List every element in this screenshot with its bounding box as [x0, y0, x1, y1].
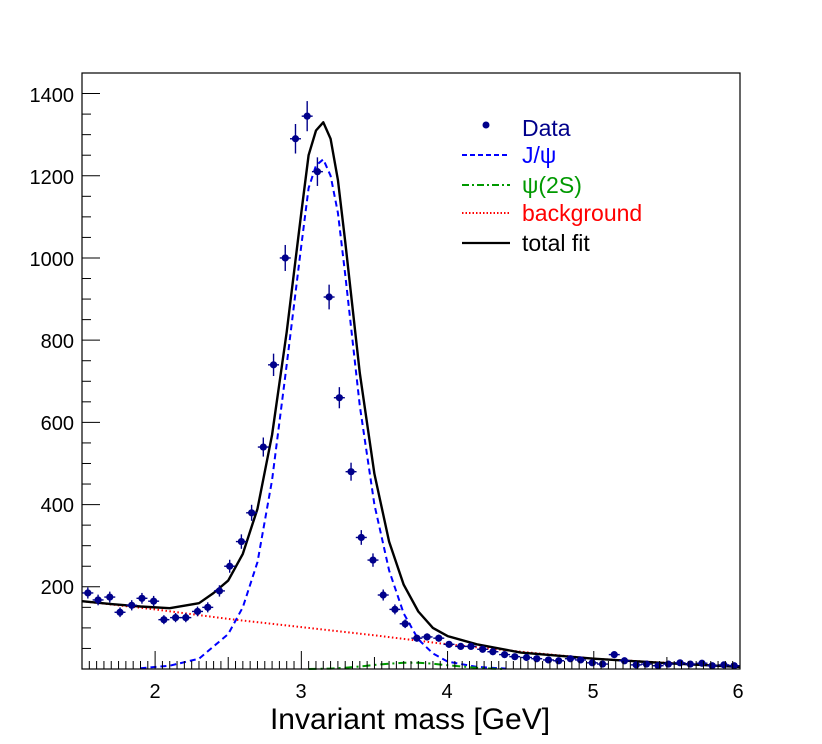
axis-ticks [82, 72, 734, 669]
data-point [193, 607, 202, 616]
y-tick-label: 800 [41, 331, 74, 353]
data-point [259, 443, 267, 451]
data-point [237, 537, 245, 546]
x-axis-tick-labels: 2 3 4 5 6 [149, 681, 743, 703]
data-point [226, 562, 234, 570]
data-point [347, 468, 355, 476]
data-point [215, 587, 224, 595]
data-point [511, 653, 519, 661]
data-point [248, 509, 256, 517]
y-tick-label: 1000 [30, 249, 75, 271]
data-point [479, 645, 487, 653]
data-point [620, 657, 629, 665]
legend-label-data: Data [522, 115, 571, 141]
data-point [391, 605, 399, 614]
data-point [116, 608, 124, 616]
data-point [84, 589, 92, 597]
data-point [642, 660, 651, 668]
data-point [577, 656, 585, 664]
data-point [171, 614, 180, 622]
data-point [489, 648, 497, 656]
data-point [632, 661, 640, 669]
data-point [708, 662, 716, 670]
data-point [182, 614, 190, 622]
data-point [269, 361, 278, 369]
data-point [281, 254, 289, 262]
data-point [369, 556, 377, 564]
data-point [401, 620, 409, 628]
legend-label-background: background [522, 200, 642, 226]
curve-j [140, 158, 507, 670]
data-point [457, 642, 465, 650]
data-point [357, 533, 365, 542]
data-point [664, 660, 672, 668]
y-tick-label: 200 [41, 577, 74, 599]
data-point [555, 657, 563, 665]
x-axis-title: Invariant mass [GeV] [270, 703, 550, 736]
legend-label-psi2s: ψ(2S) [522, 172, 582, 198]
data-point [445, 640, 453, 648]
data-point [423, 633, 431, 641]
data-point [654, 662, 662, 670]
y-tick-label: 1400 [30, 85, 75, 107]
data-point [533, 655, 541, 663]
y-tick-label: 1200 [30, 167, 75, 189]
data-point [94, 596, 102, 604]
data-point [686, 660, 694, 668]
data-point [138, 594, 146, 602]
data-point [106, 593, 114, 601]
y-tick-label: 600 [41, 413, 74, 435]
data-point [313, 168, 322, 176]
data-point [467, 642, 475, 650]
legend-data-marker [482, 121, 490, 129]
data-point [566, 655, 574, 663]
data-point [150, 597, 158, 605]
data-point [128, 601, 136, 609]
data-point [676, 659, 684, 667]
y-tick-label: 400 [41, 495, 74, 517]
x-tick-label: 3 [295, 681, 306, 703]
legend: Data J/ψ ψ(2S) background total fit [462, 115, 642, 256]
data-point [730, 662, 738, 670]
data-point [413, 634, 421, 642]
legend-label-jpsi: J/ψ [522, 142, 556, 168]
data-point [500, 651, 509, 659]
x-tick-label: 4 [441, 681, 452, 703]
data-point [720, 661, 728, 669]
data-point [588, 659, 596, 667]
curve-total-fit [81, 121, 741, 669]
y-axis-tick-labels: 200 400 600 800 1000 1200 1400 [30, 85, 75, 599]
data-point [698, 659, 706, 667]
x-tick-label: 5 [587, 681, 598, 703]
data-point [335, 394, 343, 402]
data-point [610, 651, 618, 659]
data-point [325, 293, 333, 301]
data-point [204, 603, 212, 611]
x-tick-label: 6 [732, 681, 743, 703]
data-point [598, 660, 607, 668]
data-point [379, 591, 387, 599]
data-point [544, 656, 553, 664]
x-tick-label: 2 [149, 681, 160, 703]
legend-label-total-fit: total fit [522, 230, 590, 256]
data-point [160, 616, 168, 624]
data-point [522, 653, 531, 662]
data-point [303, 112, 311, 120]
data-point [435, 634, 443, 642]
data-point [291, 135, 300, 143]
